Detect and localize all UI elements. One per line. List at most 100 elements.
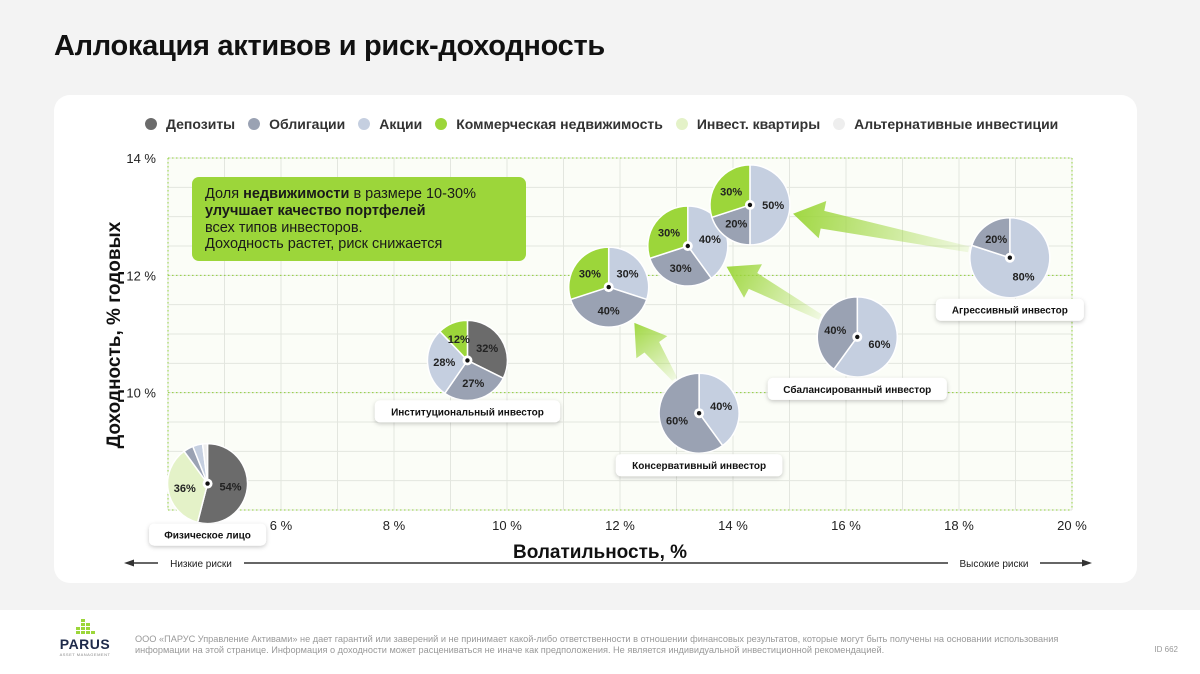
improvement-arrow <box>726 264 822 320</box>
slice-label: 40% <box>710 401 732 413</box>
pie-slice <box>569 286 648 328</box>
callout-line-2: улучшает качество портфелей <box>205 203 426 219</box>
disclaimer: ООО «ПАРУС Управление Активами» не дает … <box>135 634 1059 655</box>
legend-item-alternative: Альтернативные инвестиции <box>833 116 1058 132</box>
legend-item-apartments: Инвест. квартиры <box>675 116 821 132</box>
slice-label: 32% <box>476 343 498 355</box>
slice-label: 30% <box>670 263 692 275</box>
x-tick-label: 14 % <box>718 518 748 533</box>
pie-center-dot <box>606 284 611 290</box>
high-risk-bg <box>948 555 1040 571</box>
x-tick-label: 18 % <box>944 518 974 533</box>
company-logo: PARUS ASSET MANAGEMENT <box>55 619 115 657</box>
legend-item-deposits: Депозиты <box>145 116 235 132</box>
pies: 54%36%32%27%28%12%40%60%30%40%30%60%40%4… <box>166 164 1051 525</box>
slice-label: 40% <box>598 305 620 317</box>
pie-center-dot <box>205 481 210 486</box>
callout-line-1: Доля недвижимости в размере 10-30% <box>205 186 476 202</box>
logo-subtitle: ASSET MANAGEMENT <box>59 652 111 657</box>
label-badge <box>935 298 1084 321</box>
low-risk-bg <box>158 555 244 571</box>
y-axis-title: Доходность, % годовых <box>104 221 125 448</box>
slice-label: 30% <box>579 268 601 280</box>
sail-icon <box>76 619 95 634</box>
callout-box: Доля недвижимости в размере 10-30% улучш… <box>192 177 526 261</box>
legend-label: Облигации <box>269 116 346 132</box>
label-conservative: Консервативный инвестор <box>615 454 783 477</box>
slice-label: 20% <box>725 219 747 231</box>
slice-label: 40% <box>824 325 846 337</box>
slice-label: 30% <box>616 268 638 280</box>
pie-center-dot <box>465 358 470 363</box>
pie-slice <box>658 372 724 454</box>
legend-label: Коммерческая недвижимость <box>456 116 663 132</box>
legend-swatch <box>675 118 688 130</box>
legend-item-commercial-realty: Коммерческая недвижимость <box>435 116 663 132</box>
y-tick-label: 10 % <box>126 386 156 401</box>
legend-item-bonds: Облигации <box>248 116 345 132</box>
pie-slice <box>607 246 650 301</box>
slice-label: 12% <box>448 334 470 346</box>
legend-label: Акции <box>379 116 423 132</box>
pie-center-dot <box>696 411 702 416</box>
axes: 6 % 8 % 10 % 12 % 14 % 16 % 18 % 20 % 14 % 12 % 10… <box>104 151 1092 571</box>
label-balanced: Сбалансированный инвестор <box>767 377 947 400</box>
high-risk-label: Высокие риски <box>960 559 1029 570</box>
x-tick-label: 12 % <box>605 518 635 533</box>
slice-label: 54% <box>220 482 242 494</box>
pie-aggressive-re: 50% 20% 30% <box>709 164 791 246</box>
pie-slice <box>832 296 899 378</box>
pie-slice <box>568 246 610 301</box>
footer <box>0 610 1200 674</box>
portfolio-label: Институциональный инвестор <box>391 407 544 418</box>
pie-aggressive: 80% 20% <box>969 216 1051 299</box>
legend-label: Инвест. квартиры <box>696 116 821 132</box>
pie-slice <box>466 319 509 380</box>
pie-slice <box>443 359 505 402</box>
risk-arrow-right <box>1082 559 1092 567</box>
x-tick-label: 8 % <box>383 518 406 533</box>
label-institutional: Институциональный инвестор <box>374 400 561 423</box>
legend-swatch <box>833 118 846 130</box>
risk-arrow-left <box>124 559 134 567</box>
pie-slice <box>698 372 740 447</box>
slice-label: 30% <box>658 227 680 239</box>
x-tick-label: 10 % <box>492 518 522 533</box>
label-aggressive: Агрессивный инвестор <box>935 298 1084 321</box>
callout-line-3: всех типов инвесторов. <box>205 220 363 236</box>
improvement-arrow <box>634 322 678 381</box>
pie-slice <box>709 164 751 219</box>
pie-center-dot <box>685 243 690 249</box>
pie-slice <box>196 442 249 525</box>
page-title: Аллокация активов и риск-доходность <box>54 30 605 62</box>
pie-slice <box>970 216 1011 259</box>
callout-bg <box>192 177 526 261</box>
portfolio-label: Консервативный инвестор <box>632 461 766 472</box>
slice-label: 60% <box>868 339 890 351</box>
pie-slice <box>438 319 469 363</box>
slice-label: 80% <box>1012 272 1034 284</box>
pie-conservative: 40% 60% <box>658 372 740 454</box>
slice-label: 50% <box>762 200 784 212</box>
legend-item-stocks: Акции <box>358 116 422 132</box>
x-axis-title: Волатильность, % <box>513 542 687 563</box>
improvement-arrow <box>793 201 970 253</box>
pie-slice <box>816 296 859 371</box>
slice-label: 27% <box>462 378 484 390</box>
pie-slice <box>201 442 209 484</box>
callout-line-4: Доходность растет, риск снижается <box>205 236 442 252</box>
x-tick-label: 6 % <box>270 518 293 533</box>
slice-label: 36% <box>174 483 196 495</box>
label-badge <box>374 400 561 423</box>
pie-balanced: 60% 40% <box>816 296 899 378</box>
low-risk-label: Низкие риски <box>170 559 232 570</box>
slice-label: 28% <box>433 357 455 369</box>
pie-center-dot <box>855 334 860 340</box>
arrows <box>634 201 970 381</box>
scatter-pie-chart: 54%36%32%27%28%12%40%60%30%40%30%60%40%4… <box>104 151 1092 571</box>
slice-label: 30% <box>720 186 742 198</box>
y-tick-label: 14 % <box>126 151 156 166</box>
document-id: ID 662 <box>1154 645 1178 654</box>
portfolio-label: Сбалансированный инвестор <box>783 384 931 396</box>
slice-label: 60% <box>666 415 688 427</box>
